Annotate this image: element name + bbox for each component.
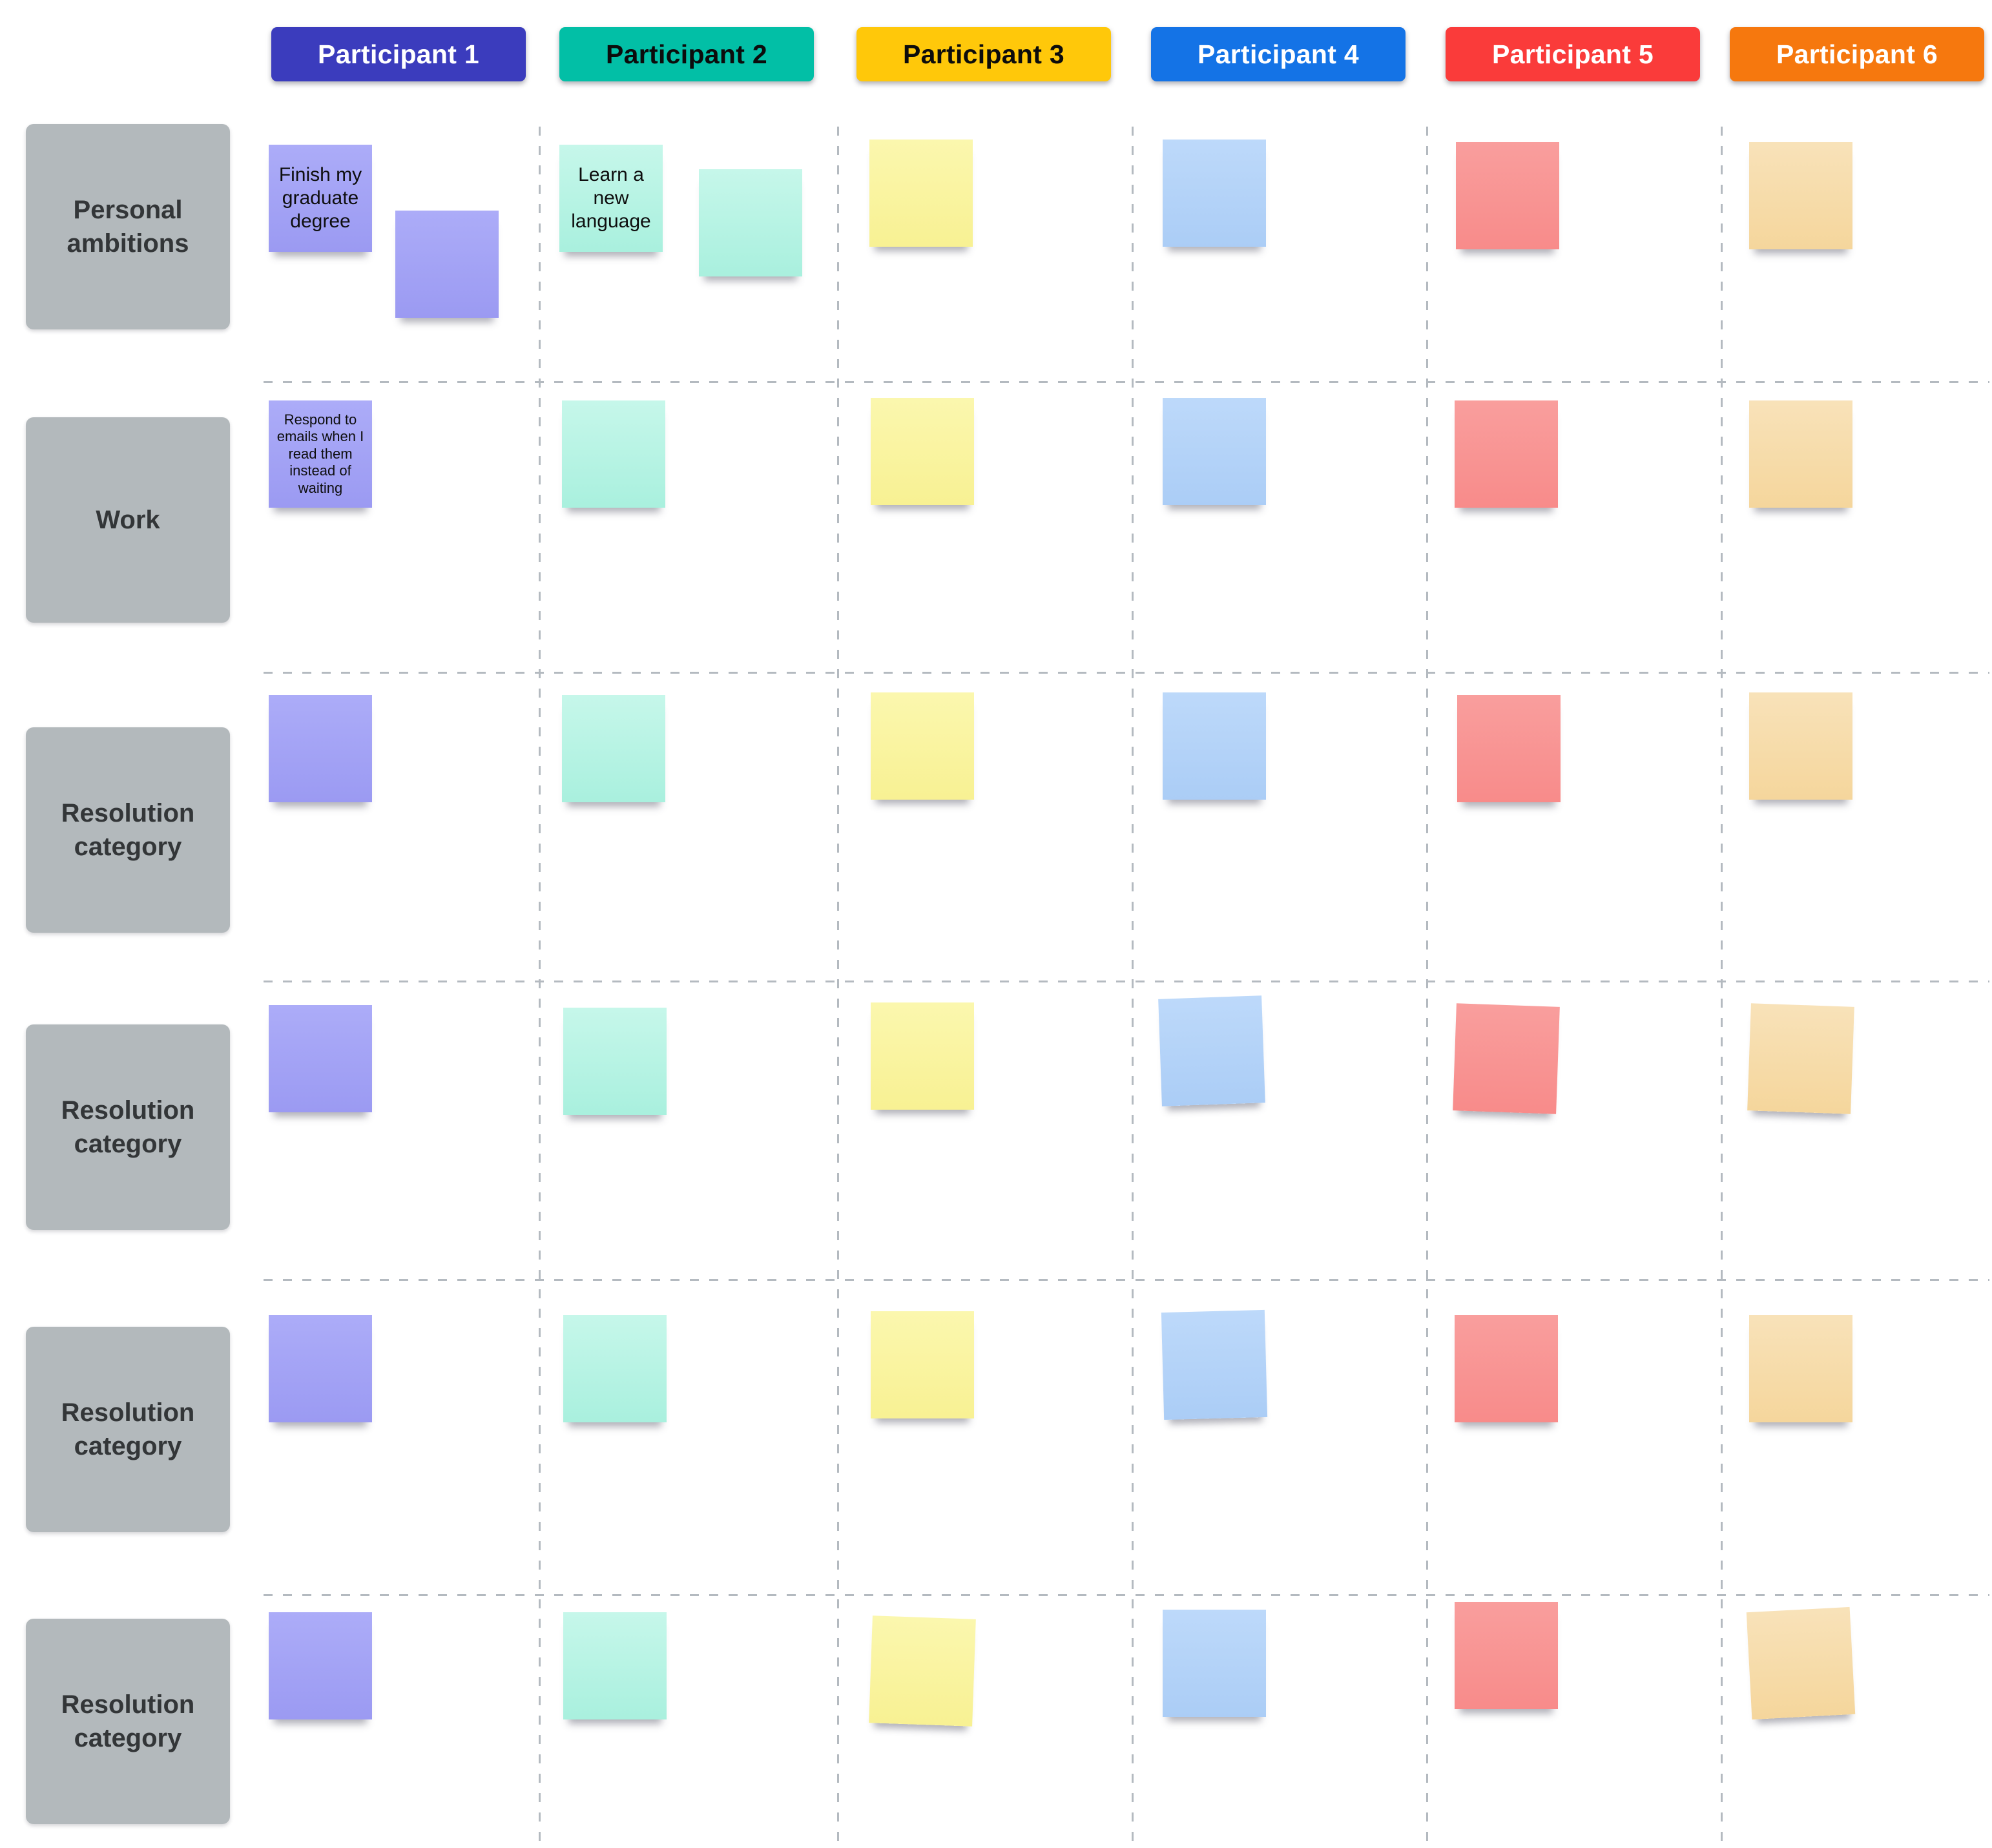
sticky-note-r6-c5-blank[interactable] bbox=[1455, 1602, 1558, 1709]
row-divider-dashed-line-1 bbox=[264, 381, 1989, 383]
sticky-note-r5-c6-blank[interactable] bbox=[1749, 1315, 1852, 1422]
sticky-note-r6-c1-blank[interactable] bbox=[269, 1612, 372, 1719]
sticky-note-r1-c2[interactable]: Learn a new language bbox=[559, 145, 663, 252]
column-divider-dashed-line-1 bbox=[539, 127, 541, 1848]
row-label-5[interactable]: Resolution category bbox=[26, 1327, 230, 1532]
sticky-note-r5-c5-blank[interactable] bbox=[1455, 1315, 1558, 1422]
sticky-note-r4-c5-blank[interactable] bbox=[1453, 1003, 1560, 1114]
participant-header-4[interactable]: Participant 4 bbox=[1151, 27, 1406, 81]
sticky-note-r6-c2-blank[interactable] bbox=[563, 1612, 667, 1719]
sticky-note-r4-c3-blank[interactable] bbox=[871, 1002, 974, 1110]
participant-header-3[interactable]: Participant 3 bbox=[856, 27, 1111, 81]
sticky-note-r3-c3-blank[interactable] bbox=[871, 692, 974, 800]
sticky-note-r6-c4-blank[interactable] bbox=[1163, 1610, 1266, 1717]
sticky-note-r2-c6-blank[interactable] bbox=[1749, 400, 1852, 508]
row-label-3[interactable]: Resolution category bbox=[26, 727, 230, 933]
participant-header-2[interactable]: Participant 2 bbox=[559, 27, 814, 81]
sticky-note-r5-c1-blank[interactable] bbox=[269, 1315, 372, 1422]
sticky-note-r4-c6-blank[interactable] bbox=[1747, 1003, 1854, 1114]
sticky-note-r3-c6-blank[interactable] bbox=[1749, 692, 1852, 800]
sticky-note-r3-c1-blank[interactable] bbox=[269, 695, 372, 802]
sticky-note-r1-c2-blank[interactable] bbox=[699, 169, 802, 276]
sticky-note-r1-c3-blank[interactable] bbox=[869, 140, 973, 247]
sticky-note-r6-c3-blank[interactable] bbox=[869, 1615, 976, 1727]
sticky-note-r6-c6-blank[interactable] bbox=[1746, 1606, 1856, 1720]
sticky-note-r3-c2-blank[interactable] bbox=[562, 695, 665, 802]
sticky-note-r3-c4-blank[interactable] bbox=[1163, 692, 1266, 800]
sticky-note-r2-c1[interactable]: Respond to emails when I read them inste… bbox=[269, 400, 372, 508]
row-label-6[interactable]: Resolution category bbox=[26, 1619, 230, 1824]
sticky-note-r1-c4-blank[interactable] bbox=[1163, 140, 1266, 247]
participant-header-5[interactable]: Participant 5 bbox=[1446, 27, 1700, 81]
sticky-note-r3-c5-blank[interactable] bbox=[1457, 695, 1561, 802]
sticky-note-r2-c4-blank[interactable] bbox=[1163, 398, 1266, 505]
sticky-note-r1-c1-blank[interactable] bbox=[395, 211, 499, 318]
sticky-note-r5-c4-blank[interactable] bbox=[1161, 1309, 1268, 1420]
row-divider-dashed-line-5 bbox=[264, 1594, 1989, 1596]
row-divider-dashed-line-2 bbox=[264, 672, 1989, 674]
sticky-note-r2-c5-blank[interactable] bbox=[1455, 400, 1558, 508]
column-divider-dashed-line-5 bbox=[1721, 127, 1723, 1848]
sticky-note-r2-c2-blank[interactable] bbox=[562, 400, 665, 508]
sticky-note-r1-c5-blank[interactable] bbox=[1456, 142, 1559, 249]
row-divider-dashed-line-3 bbox=[264, 981, 1989, 982]
sticky-note-r5-c2-blank[interactable] bbox=[563, 1315, 667, 1422]
row-label-4[interactable]: Resolution category bbox=[26, 1024, 230, 1230]
sticky-note-r4-c2-blank[interactable] bbox=[563, 1008, 667, 1115]
sticky-note-r4-c1-blank[interactable] bbox=[269, 1005, 372, 1112]
sticky-note-r2-c3-blank[interactable] bbox=[871, 398, 974, 505]
column-divider-dashed-line-3 bbox=[1132, 127, 1134, 1848]
column-divider-dashed-line-2 bbox=[837, 127, 839, 1848]
sticky-note-r1-c1[interactable]: Finish my graduate degree bbox=[269, 145, 372, 252]
sticky-note-r5-c3-blank[interactable] bbox=[871, 1311, 974, 1418]
sticky-note-r1-c6-blank[interactable] bbox=[1749, 142, 1852, 249]
participant-header-1[interactable]: Participant 1 bbox=[271, 27, 526, 81]
participant-header-6[interactable]: Participant 6 bbox=[1730, 27, 1984, 81]
column-divider-dashed-line-4 bbox=[1426, 127, 1428, 1848]
row-divider-dashed-line-4 bbox=[264, 1279, 1989, 1281]
sticky-note-r4-c4-blank[interactable] bbox=[1158, 995, 1265, 1106]
row-label-2[interactable]: Work bbox=[26, 417, 230, 623]
row-label-1[interactable]: Personal ambitions bbox=[26, 124, 230, 329]
